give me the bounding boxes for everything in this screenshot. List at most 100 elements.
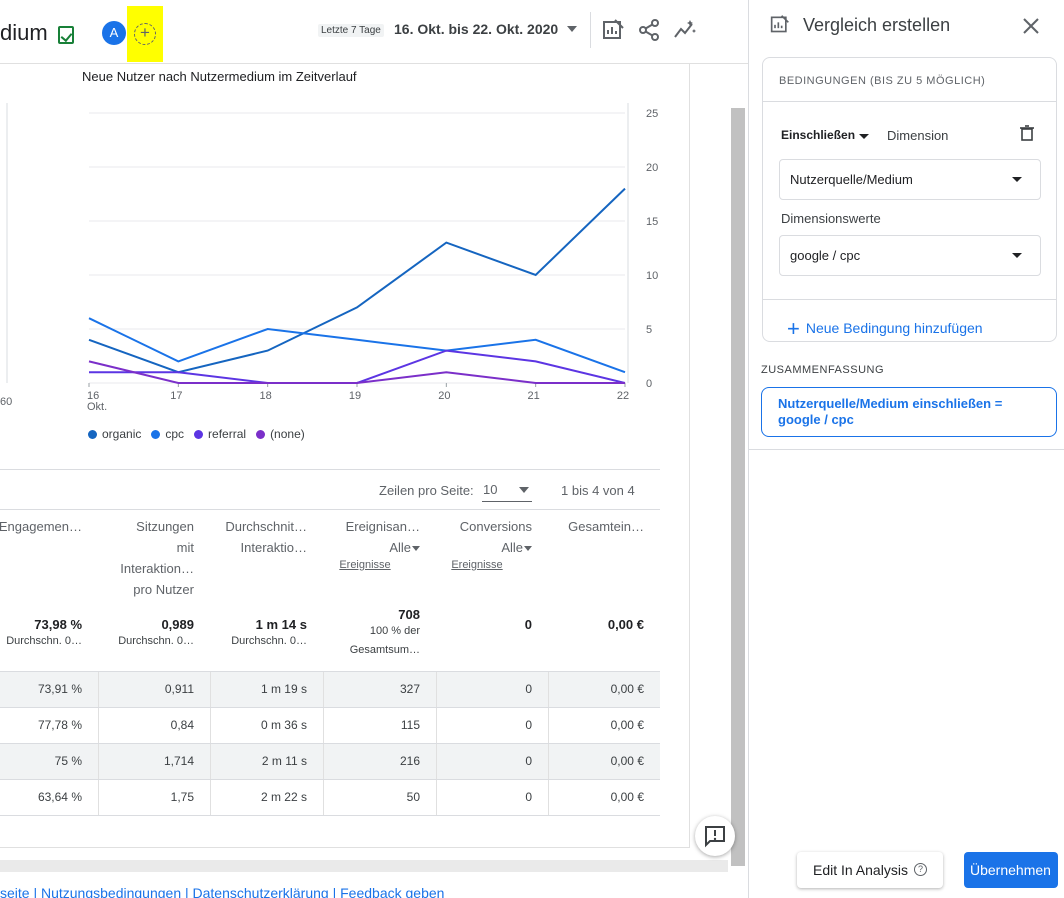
dimension-select[interactable]: Nutzerquelle/Medium <box>779 159 1041 200</box>
column-header[interactable]: Gesamtein… <box>534 516 644 537</box>
column-divider <box>323 744 324 780</box>
rows-per-page-select[interactable]: 10 <box>482 480 532 502</box>
add-comparison-button[interactable]: + <box>127 6 163 62</box>
table-cell: 0,00 € <box>610 790 644 804</box>
chevron-down-icon[interactable] <box>859 134 869 139</box>
legend-item[interactable]: referral <box>194 427 246 441</box>
comparison-panel: Vergleich erstellen BEDINGUNGEN (BIS ZU … <box>748 0 1064 898</box>
column-header-text: Conversions <box>459 519 532 534</box>
column-event-filter[interactable]: Ereignisse <box>451 559 503 571</box>
column-header[interactable]: Engagemen… <box>0 516 82 537</box>
table-row[interactable]: 63,64 % 1,75 2 m 22 s 50 0 0,00 € <box>0 779 660 816</box>
table-cell: 0 <box>525 682 532 696</box>
column-header[interactable]: Durchschnit… Interaktio… <box>197 516 307 558</box>
legend-dot <box>88 429 97 439</box>
edit-in-analysis-label: Edit In Analysis <box>813 862 908 878</box>
customize-report-icon[interactable] <box>601 18 625 42</box>
chevron-down-icon <box>1012 177 1022 182</box>
total-value: 73,98 % <box>34 617 82 632</box>
chart-title: Neue Nutzer nach Nutzermedium im Zeitver… <box>82 69 357 84</box>
column-divider <box>323 672 324 708</box>
rows-per-page-label: Zeilen pro Seite: <box>379 483 474 498</box>
x-tick-label: 18 <box>260 390 272 402</box>
share-icon[interactable] <box>637 18 661 42</box>
legend-label: organic <box>102 427 142 441</box>
table-cell: 327 <box>399 682 420 696</box>
legend-dot <box>256 429 266 439</box>
left-axis-tick: 60 <box>0 396 12 408</box>
y-tick-label: 25 <box>646 108 658 120</box>
chevron-down-icon[interactable] <box>412 546 420 552</box>
column-divider <box>323 780 324 816</box>
legend-item[interactable]: (none) <box>256 427 305 441</box>
total-cell: 1 m 14 s Durchschn. 0… <box>197 617 307 651</box>
table-cell: 0,84 <box>170 718 194 732</box>
table-cell: 2 m 11 s <box>261 754 307 768</box>
help-icon[interactable]: ? <box>914 863 927 876</box>
table-cell: 75 % <box>54 754 82 768</box>
column-divider <box>548 744 549 780</box>
x-tick-label: 16 <box>87 390 99 402</box>
vertical-scrollbar[interactable] <box>731 108 745 866</box>
dimension-values-select[interactable]: google / cpc <box>779 235 1041 276</box>
column-divider <box>436 708 437 744</box>
chevron-down-icon[interactable] <box>567 26 577 32</box>
table-row[interactable]: 73,91 % 0,911 1 m 19 s 327 0 0,00 € <box>0 671 660 708</box>
table-cell: 0,911 <box>164 682 194 696</box>
series-line-referral <box>89 349 626 384</box>
column-header-text: Engagemen… <box>0 519 82 534</box>
table-cell: 1 m 19 s <box>260 682 307 696</box>
column-header[interactable]: Ereignisan… Alle Ereignisse <box>310 516 420 572</box>
column-header-text: Alle <box>422 537 532 558</box>
table-cell: 115 <box>400 718 420 732</box>
include-select[interactable]: Einschließen <box>781 128 856 142</box>
legend-item[interactable]: organic <box>88 427 141 441</box>
apply-button[interactable]: Übernehmen <box>964 852 1058 888</box>
summary-line-1: Nutzerquelle/Medium einschließen = <box>778 396 1003 411</box>
total-value: 1 m 14 s <box>255 617 307 632</box>
series-line-organic <box>88 187 626 374</box>
chevron-down-icon <box>1012 253 1022 258</box>
table-row[interactable]: 77,78 % 0,84 0 m 36 s 115 0 0,00 € <box>0 707 660 744</box>
column-header[interactable]: Sitzungen mit Interaktion… pro Nutzer <box>94 516 194 600</box>
close-icon[interactable] <box>1021 16 1041 36</box>
x-tick-label: 17 <box>170 390 182 402</box>
comparison-avatar[interactable]: A <box>102 21 126 45</box>
insights-icon[interactable] <box>673 18 697 42</box>
column-header-text: Gesamtein… <box>568 519 644 534</box>
table-top-border <box>0 469 660 470</box>
column-divider <box>98 780 99 816</box>
table-row[interactable]: 75 % 1,714 2 m 11 s 216 0 0,00 € <box>0 743 660 780</box>
column-header-text: Sitzungen <box>136 519 194 534</box>
table-cell: 77,78 % <box>37 718 82 732</box>
total-cell: 0,00 € <box>534 617 644 632</box>
total-value: 708 <box>398 607 420 622</box>
table-cell: 0 <box>525 718 532 732</box>
column-divider <box>548 672 549 708</box>
column-header-text: pro Nutzer <box>133 582 194 597</box>
conditions-card: BEDINGUNGEN (BIS ZU 5 MÖGLICH) Einschlie… <box>762 57 1057 342</box>
dimension-values-value: google / cpc <box>790 248 861 263</box>
series-line-cpc <box>88 317 626 374</box>
y-tick-label: 15 <box>646 216 658 228</box>
feedback-icon <box>705 826 725 848</box>
add-condition-button[interactable]: + Neue Bedingung hinzufügen <box>787 313 983 341</box>
footer-links[interactable]: seite | Nutzungsbedingungen | Datenschut… <box>0 885 445 898</box>
column-header[interactable]: Conversions Alle Ereignisse <box>422 516 532 572</box>
date-preset-chip: Letzte 7 Tage <box>318 24 384 37</box>
feedback-button[interactable] <box>695 816 735 856</box>
content-gutter <box>690 64 732 864</box>
delete-icon[interactable] <box>1020 125 1034 141</box>
column-header-text: Interaktio… <box>240 540 307 555</box>
horizontal-scrollbar[interactable] <box>0 860 728 872</box>
legend-item[interactable]: cpc <box>151 427 184 441</box>
column-event-filter[interactable]: Ereignisse <box>339 559 391 571</box>
chevron-down-icon[interactable] <box>524 546 532 552</box>
panel-title: Vergleich erstellen <box>803 15 951 35</box>
edit-in-analysis-button[interactable]: Edit In Analysis ? <box>797 852 943 888</box>
date-range-picker[interactable]: 16. Okt. bis 22. Okt. 2020 <box>394 21 559 37</box>
divider <box>763 299 1056 300</box>
table-cell: 73,91 % <box>37 682 82 696</box>
legend-label: cpc <box>165 427 185 441</box>
table-cell: 0,00 € <box>610 682 644 696</box>
